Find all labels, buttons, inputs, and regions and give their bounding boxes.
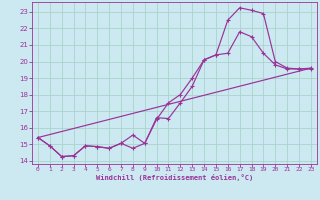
X-axis label: Windchill (Refroidissement éolien,°C): Windchill (Refroidissement éolien,°C) (96, 174, 253, 181)
